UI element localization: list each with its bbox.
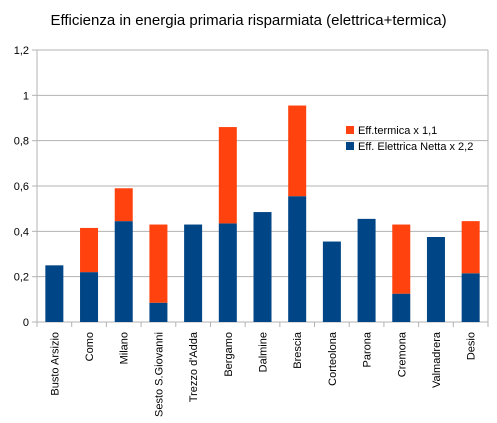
bar-segment <box>114 188 133 222</box>
y-tick-label: 1 <box>23 90 29 102</box>
y-tick-label: 0,6 <box>14 181 29 193</box>
x-tick-label: Busto Arsizio <box>49 332 61 396</box>
legend-swatch <box>346 142 354 150</box>
legend-label: Eff.termica x 1,1 <box>358 125 437 137</box>
bar-segment <box>218 127 237 224</box>
y-tick-label: 0 <box>23 317 29 329</box>
legend-label: Eff. Elettrica Netta x 2,2 <box>358 141 473 153</box>
x-tick-label: Parona <box>362 331 374 367</box>
x-tick-labels: Busto Arsizio Como Milano Sesto S.Giovanni T… <box>49 331 477 417</box>
bar-segment <box>45 265 64 322</box>
x-tick-label: Bergamo <box>223 332 235 377</box>
x-tick-label: Sesto S.Giovanni <box>153 332 165 417</box>
bar-segment <box>253 212 272 322</box>
bar-segment <box>80 272 99 322</box>
bar-segment <box>461 221 480 274</box>
bar-segment <box>114 221 133 322</box>
y-tick-label: 1,2 <box>14 45 29 57</box>
bar-segment <box>357 218 376 322</box>
y-tick-label: 0,4 <box>14 226 29 238</box>
bar-segment <box>322 241 341 322</box>
x-tick-label: Desio <box>466 332 478 360</box>
bar-segment <box>218 223 237 322</box>
y-tick-labels: 0 0,2 0,4 0,6 0,8 1 1,2 <box>14 45 29 329</box>
x-tick-label: Valmadrera <box>431 331 443 388</box>
bar-segment <box>392 224 411 294</box>
legend-swatch <box>346 126 354 134</box>
bar-segment <box>461 273 480 322</box>
bar-segment <box>426 237 445 322</box>
chart-title: Efficienza in energia primaria risparmia… <box>50 12 447 29</box>
axes-group <box>36 50 489 327</box>
bar-segment <box>184 224 203 322</box>
bar-segment <box>149 302 168 322</box>
bar-segment <box>80 227 99 273</box>
bar-segment <box>288 196 307 322</box>
bars-group <box>45 105 480 322</box>
bar-segment <box>392 293 411 322</box>
x-tick-label: Dalmine <box>258 332 270 372</box>
y-tick-label: 0,2 <box>14 272 29 284</box>
legend: Eff.termica x 1,1 Eff. Elettrica Netta x … <box>346 125 473 153</box>
bar-segment <box>288 105 307 197</box>
bar-segment <box>149 224 168 303</box>
x-tick-label: Cremona <box>396 331 408 377</box>
y-tick-label: 0,8 <box>14 136 29 148</box>
x-tick-label: Corteolona <box>327 331 339 386</box>
x-tick-label: Brescia <box>292 331 304 369</box>
x-tick-label: Milano <box>119 332 131 364</box>
x-tick-label: Trezzo d'Adda <box>188 331 200 402</box>
x-tick-label: Como <box>84 332 96 361</box>
